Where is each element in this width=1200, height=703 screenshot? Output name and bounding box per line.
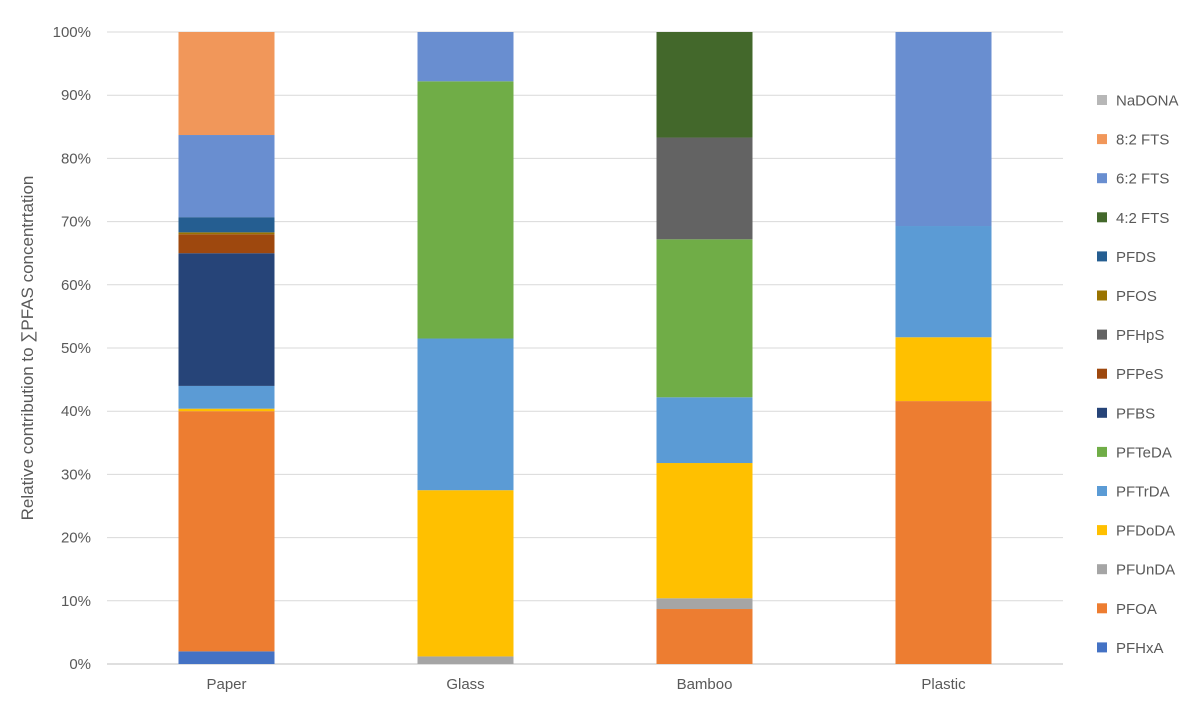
- bar-segment-paper-6-2-fts: [178, 135, 275, 218]
- y-tick-label: 80%: [61, 150, 91, 167]
- legend-swatch: [1097, 173, 1107, 184]
- x-tick-label: Plastic: [921, 676, 966, 693]
- legend: NaDONA 8:2 FTS 6:2 FTS 4:2 FTS PFDS PFOS PFHpS…: [1097, 93, 1179, 657]
- legend-swatch: [1097, 446, 1107, 457]
- bar-segment-paper-pfbs: [178, 253, 275, 386]
- bars: [178, 32, 992, 664]
- legend-label: NaDONA: [1116, 93, 1179, 110]
- legend-label: 6:2 FTS: [1116, 171, 1169, 188]
- legend-label: PFDS: [1116, 249, 1156, 266]
- legend-label: PFHxA: [1116, 640, 1164, 657]
- legend-swatch: [1097, 368, 1107, 379]
- legend-label: PFDoDA: [1116, 523, 1175, 540]
- bar-segment-paper-8-2-fts: [178, 32, 275, 136]
- y-tick-label: 0%: [69, 656, 91, 673]
- legend-label: PFOS: [1116, 288, 1157, 305]
- x-tick-label: Paper: [206, 676, 246, 693]
- legend-label: PFTrDA: [1116, 484, 1170, 501]
- legend-label: 4:2 FTS: [1116, 210, 1169, 227]
- legend-swatch: [1097, 407, 1107, 418]
- legend-swatch: [1097, 329, 1107, 340]
- y-tick-labels: 0% 10% 20% 30% 40% 50% 60% 70% 80% 90% 100%: [53, 24, 91, 673]
- legend-label: PFOA: [1116, 601, 1157, 618]
- bar-segment-paper-pfhxa: [178, 651, 275, 664]
- bar-segment-bamboo-4-2-fts: [656, 32, 753, 138]
- bar-segment-bamboo-pfdoda: [656, 463, 753, 599]
- legend-label: PFTeDA: [1116, 444, 1172, 461]
- bar-segment-glass-pftrda: [417, 338, 514, 491]
- legend-swatch: [1097, 290, 1107, 301]
- y-axis-label: Relative contribution to ∑PFAS concentrt…: [18, 176, 37, 521]
- y-tick-label: 30%: [61, 466, 91, 483]
- legend-swatch: [1097, 564, 1107, 575]
- legend-label: PFBS: [1116, 405, 1155, 422]
- bar-segment-paper-pftrda: [178, 385, 275, 409]
- bar-segment-glass-pfdoda: [417, 490, 514, 657]
- bar-segment-plastic-pfoa: [895, 401, 992, 664]
- x-tick-labels: Paper Glass Bamboo Plastic: [206, 676, 966, 693]
- bar-segment-bamboo-pfunda: [656, 598, 753, 610]
- legend-swatch: [1097, 212, 1107, 223]
- y-tick-label: 60%: [61, 277, 91, 294]
- bar-segment-glass-6-2-fts: [417, 32, 514, 82]
- bar-segment-paper-pfpes: [178, 234, 275, 254]
- legend-swatch: [1097, 603, 1107, 614]
- y-tick-label: 20%: [61, 530, 91, 547]
- x-tick-label: Glass: [446, 676, 484, 693]
- y-tick-label: 70%: [61, 214, 91, 231]
- y-tick-label: 10%: [61, 593, 91, 610]
- bar-segment-paper-pfos: [178, 232, 275, 235]
- legend-swatch: [1097, 95, 1107, 105]
- y-tick-label: 90%: [61, 87, 91, 104]
- y-tick-label: 50%: [61, 340, 91, 357]
- y-tick-label: 40%: [61, 403, 91, 420]
- bar-segment-bamboo-pfoa: [656, 609, 753, 664]
- legend-swatch: [1097, 486, 1107, 496]
- legend-swatch: [1097, 525, 1107, 536]
- bar-segment-glass-pfunda: [417, 656, 514, 664]
- bar-segment-paper-pfds: [178, 217, 275, 233]
- legend-swatch: [1097, 642, 1107, 653]
- bar-segment-paper-pfoa: [178, 411, 275, 652]
- legend-label: PFUnDA: [1116, 562, 1175, 579]
- bar-segment-paper-pfdoda: [178, 408, 275, 412]
- bar-segment-plastic-pftrda: [895, 226, 992, 338]
- legend-label: PFPeS: [1116, 366, 1164, 383]
- legend-swatch: [1097, 134, 1107, 145]
- legend-label: 8:2 FTS: [1116, 132, 1169, 149]
- bar-segment-plastic-pfdoda: [895, 337, 992, 402]
- legend-swatch: [1097, 251, 1107, 262]
- bar-segment-bamboo-pftrda: [656, 397, 753, 464]
- legend-label: PFHpS: [1116, 327, 1164, 344]
- y-tick-label: 100%: [53, 24, 91, 41]
- bar-segment-glass-pfteda: [417, 81, 514, 339]
- bar-segment-bamboo-pfteda: [656, 239, 753, 398]
- x-tick-label: Bamboo: [677, 676, 733, 693]
- bar-segment-bamboo-pfhps: [656, 137, 753, 240]
- bar-segment-plastic-6-2-fts: [895, 32, 992, 227]
